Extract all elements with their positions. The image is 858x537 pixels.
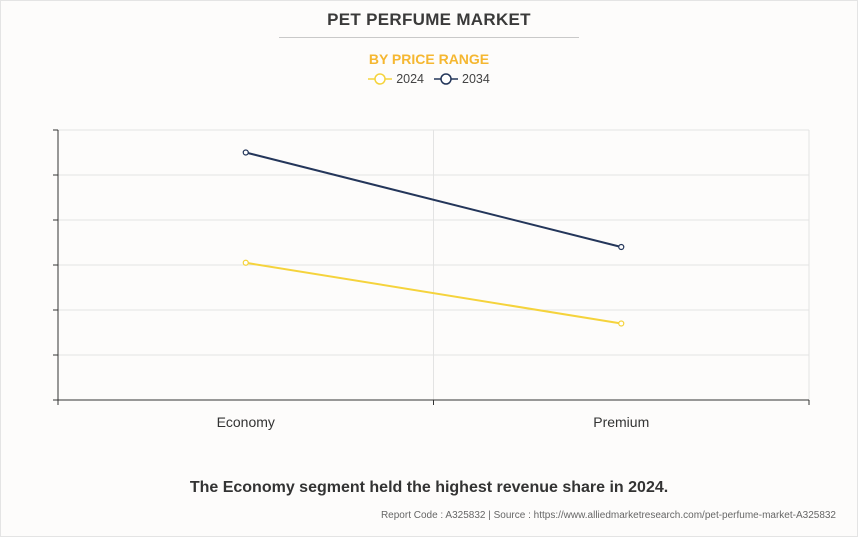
x-tick-label: Economy [217,414,275,430]
data-point [242,149,249,156]
gridlines [58,129,810,400]
chart-title: PET PERFUME MARKET [327,10,531,29]
chart-subtitle: BY PRICE RANGE [368,51,490,67]
data-point [242,259,249,266]
series-line-2024 [245,261,622,325]
legend-item-2034[interactable]: 2034 [434,72,490,86]
legend-label: 2034 [462,72,490,86]
legend-circle [374,73,386,85]
chart-legend: 2024 2034 [0,72,858,86]
data-point [618,320,625,327]
data-point [618,243,625,251]
legend-circle [440,73,452,85]
legend-label: 2024 [396,72,424,86]
axes [53,129,810,405]
x-tick-label: Premium [593,414,649,430]
legend-item-2024[interactable]: 2024 [368,72,424,86]
title-divider [279,37,579,38]
source-footer: Report Code : A325832 | Source : https:/… [380,510,836,521]
series-group [242,149,625,327]
legend-marker-icon [434,73,458,85]
chart-caption: The Economy segment held the highest rev… [189,479,669,496]
legend-marker-icon [368,73,393,85]
x-tick-labels: Economy Premium [217,414,650,430]
series-line-2034 [245,151,622,248]
